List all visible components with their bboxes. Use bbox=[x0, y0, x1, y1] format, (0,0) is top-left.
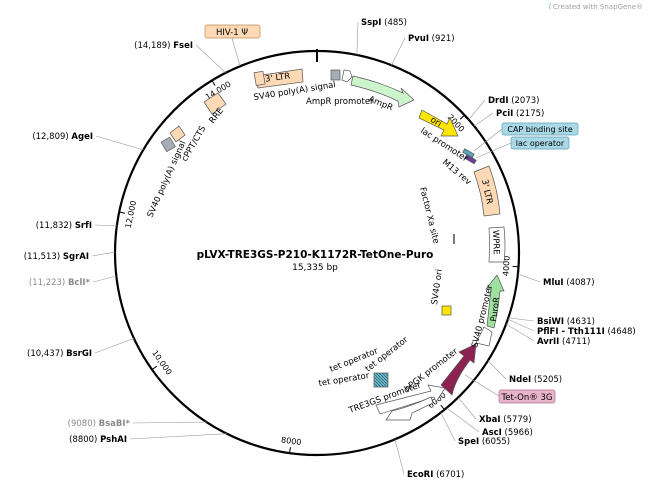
lac-operator-label-box: lac operator bbox=[475, 136, 570, 159]
features bbox=[160, 68, 506, 421]
restriction-site-label: EcoRI (6701) bbox=[407, 470, 464, 480]
ltr-top-label: 3' LTR bbox=[265, 71, 291, 84]
sv40-ori-feature bbox=[441, 305, 452, 316]
site-leader-line bbox=[505, 323, 535, 342]
site-leader-line bbox=[132, 421, 207, 424]
ruler-tick bbox=[211, 80, 216, 86]
snapgene-logo-icon: 𝘭 bbox=[548, 2, 551, 11]
site-leader-line bbox=[94, 338, 135, 354]
ruler-tick bbox=[119, 211, 126, 214]
rre-feature bbox=[203, 92, 227, 115]
tet-on-3g-feature bbox=[440, 343, 477, 396]
site-leader-line bbox=[446, 407, 480, 433]
restriction-site-label: (10,437) BsrGI bbox=[27, 349, 92, 359]
ruler-tick-label: 4000 bbox=[501, 255, 511, 276]
ampr-feature bbox=[350, 75, 415, 108]
ruler-tick bbox=[289, 447, 291, 454]
site-leader-line bbox=[487, 360, 507, 380]
site-leader-line bbox=[391, 37, 406, 66]
restriction-site-label: XbaI (5779) bbox=[479, 415, 532, 425]
ampr-promoter-label: AmpR promoter bbox=[306, 97, 374, 107]
sv40-polya-top-feature bbox=[253, 70, 266, 86]
hiv-psi-label-box: HIV-1 Ψ bbox=[204, 24, 261, 67]
wpre-feature bbox=[488, 226, 506, 263]
ruler-tick-label: 8000 bbox=[280, 435, 301, 447]
site-leader-line bbox=[94, 224, 117, 227]
restriction-site-label: AscI (5966) bbox=[482, 428, 533, 438]
site-leader-line bbox=[356, 21, 359, 55]
restriction-site-label: (9080) BsaBI* bbox=[68, 419, 131, 429]
cap-binding-label: CAP binding site bbox=[507, 125, 572, 134]
restriction-site-label: (8800) PshAI bbox=[69, 435, 127, 445]
restriction-site-label: (12,809) AgeI bbox=[32, 132, 93, 142]
plasmid-name: pLVX-TRE3GS-P210-K1172R-TetOne-Puro bbox=[197, 249, 434, 261]
restriction-site-label: NdeI (5205) bbox=[509, 375, 562, 385]
tet-on-label: Tet-On® 3G bbox=[501, 393, 553, 403]
restriction-site-label: MluI (4087) bbox=[543, 278, 595, 288]
hiv-psi-label: HIV-1 Ψ bbox=[216, 28, 248, 38]
site-leader-line bbox=[517, 273, 541, 283]
sv40-ori-label: SV40 ori bbox=[430, 269, 445, 306]
ruler-tick bbox=[440, 404, 445, 410]
ruler-tick-label: 12,000 bbox=[124, 200, 138, 229]
wpre-label: WPRE bbox=[490, 230, 501, 255]
restriction-site-label: AvrII (4711) bbox=[537, 337, 590, 347]
tet-operator-feature bbox=[373, 372, 389, 388]
site-leader-line bbox=[507, 318, 535, 332]
site-leader-line bbox=[394, 439, 405, 475]
restriction-site-label: (11,223) BclI* bbox=[29, 278, 91, 288]
site-leader-line bbox=[92, 275, 117, 283]
restriction-site-label: (11,832) SrfI bbox=[36, 221, 92, 231]
gray-small-feature-top bbox=[330, 69, 341, 81]
site-leader-line bbox=[473, 112, 494, 127]
tet-operator-label-1: tet operator bbox=[318, 371, 371, 389]
restriction-site-label: BsiWI (4631) bbox=[537, 317, 595, 327]
site-leader-line bbox=[129, 433, 227, 440]
sv40-promoter-feature bbox=[475, 326, 493, 347]
restriction-site-label: PvuI (921) bbox=[408, 34, 455, 44]
tre3gs-promoter-feature bbox=[385, 396, 434, 421]
site-leader-line bbox=[508, 317, 535, 322]
lac-operator-label: lac operator bbox=[516, 139, 565, 148]
brand-text: Created with SnapGene® bbox=[552, 3, 643, 11]
site-leader-line bbox=[468, 99, 486, 120]
ruler-tick bbox=[151, 365, 158, 370]
restriction-site-label: DrdI (2073) bbox=[488, 96, 539, 106]
ori-feature bbox=[418, 109, 459, 137]
cap-binding-label-box: CAP binding site bbox=[473, 122, 579, 152]
puror-feature bbox=[485, 274, 505, 329]
restriction-site-label: (11,513) SgrAI bbox=[24, 252, 89, 262]
restriction-site-label: (14,189) FseI bbox=[134, 41, 193, 51]
restriction-site-label: PciI (2175) bbox=[496, 109, 544, 119]
ruler-tick bbox=[459, 114, 465, 120]
site-leader-line bbox=[457, 397, 477, 420]
lac-operator-feature bbox=[464, 154, 477, 165]
plasmid-length: 15,335 bp bbox=[292, 263, 338, 273]
snapgene-brand: 𝘭 Created with SnapGene® bbox=[548, 2, 643, 11]
restriction-sites: SspI (485)PvuI (921) DrdI (2073) PciI (217… bbox=[24, 18, 636, 480]
hpgk-promoter-feature bbox=[375, 384, 446, 415]
restriction-site-label: PflFI - Tth111I (4648) bbox=[537, 327, 636, 337]
ltr-3prime-feature bbox=[473, 165, 501, 217]
puror-label: PuroR bbox=[489, 296, 502, 322]
gray-small-feature-left bbox=[160, 136, 176, 153]
site-leader-line bbox=[195, 44, 226, 74]
ampr-promoter-feature bbox=[341, 69, 353, 83]
site-leader-line bbox=[91, 251, 116, 257]
m13-rev-label: M13 rev bbox=[440, 158, 473, 188]
restriction-site-label: SspI (485) bbox=[361, 18, 407, 28]
ori-label: ori bbox=[428, 115, 443, 129]
tet-on-label-box: Tet-On® 3G bbox=[464, 374, 556, 404]
cpt-cts-feature bbox=[169, 125, 186, 143]
site-leader-line bbox=[440, 412, 456, 442]
factor-xa-label: Factor Xa site bbox=[417, 186, 441, 245]
site-leader-line bbox=[95, 135, 144, 151]
restriction-site-label: SpeI (6055) bbox=[458, 437, 510, 447]
